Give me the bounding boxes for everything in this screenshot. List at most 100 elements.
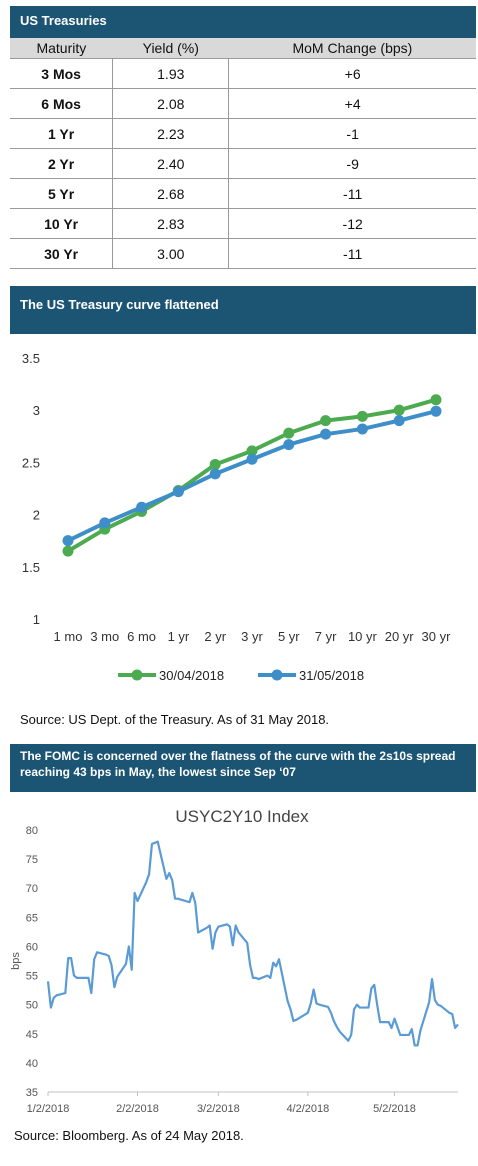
cell-change: -11	[228, 238, 476, 269]
data-point	[393, 415, 405, 427]
cell-maturity: 6 Mos	[10, 88, 113, 119]
cell-change: -11	[228, 178, 476, 209]
curve-header: The US Treasury curve flattened	[10, 286, 476, 334]
y-tick-label: 2	[33, 508, 40, 523]
data-point	[172, 486, 184, 498]
data-point	[209, 468, 221, 480]
data-point	[62, 545, 74, 557]
cell-yield: 2.40	[112, 148, 230, 179]
cell-maturity: 5 Yr	[10, 178, 113, 209]
cell-yield: 2.83	[112, 208, 230, 239]
data-point	[246, 445, 258, 457]
curve-chart: 1 1.5 2 2.5 3 3.5 1 mo 3 mo 6 mo 1 yr 2 yr 3 yr 5 yr…	[22, 351, 452, 683]
legend-label: 31/05/2018	[299, 668, 364, 683]
table-row: 30 Yr 3.00 -11	[10, 238, 476, 269]
y-tick-label: 1	[33, 612, 40, 627]
data-point	[393, 404, 405, 416]
table-row: 5 Yr 2.68 -11	[10, 178, 476, 209]
cell-change: +4	[228, 88, 476, 119]
table-row: 1 Yr 2.23 -1	[10, 118, 476, 149]
col-header-change: MoM Change (bps)	[228, 38, 476, 59]
cell-maturity: 30 Yr	[10, 238, 113, 269]
data-point	[430, 405, 442, 417]
x-tick-label: 3 mo	[90, 629, 119, 644]
data-point	[283, 439, 295, 451]
cell-change: +6	[228, 58, 476, 89]
x-tick-label: 7 yr	[315, 629, 337, 644]
cell-yield: 3.00	[112, 238, 230, 269]
y-tick-label: 50	[26, 1000, 38, 1012]
data-point	[283, 427, 295, 439]
curve-title: The US Treasury curve flattened	[20, 297, 219, 312]
data-point	[430, 394, 442, 406]
data-point	[320, 428, 332, 440]
y-axis-label: bps	[10, 952, 22, 970]
data-point	[246, 453, 258, 465]
chart-title: USYC2Y10 Index	[175, 807, 309, 826]
cell-change: -1	[228, 118, 476, 149]
table-row: 10 Yr 2.83 -12	[10, 208, 476, 239]
x-tick-label: 1 mo	[54, 629, 83, 644]
treasuries-header: US Treasuries	[10, 6, 476, 38]
data-point	[356, 423, 368, 435]
y-tick-label: 75	[26, 854, 38, 866]
series-line	[66, 397, 437, 553]
x-tick-label: 5/2/2018	[373, 1103, 416, 1115]
col-header-maturity: Maturity	[10, 38, 113, 59]
x-tick-label: 2/2/2018	[116, 1103, 159, 1115]
cell-yield: 2.23	[112, 118, 230, 149]
data-point	[136, 501, 148, 513]
curve-source: Source: US Dept. of the Treasury. As of …	[20, 712, 330, 727]
x-tick-label: 3/2/2018	[197, 1103, 240, 1115]
legend-marker	[271, 669, 283, 681]
y-tick-label: 35	[26, 1087, 38, 1099]
y-tick-label: 80	[26, 825, 38, 837]
spread-source: Source: Bloomberg. As of 24 May 2018.	[14, 1128, 244, 1143]
y-tick-label: 60	[26, 941, 38, 953]
legend-marker	[131, 669, 143, 681]
data-point	[99, 517, 111, 529]
x-tick-label: 1/2/2018	[27, 1103, 70, 1115]
x-tick-label: 20 yr	[385, 629, 415, 644]
cell-change: -9	[228, 148, 476, 179]
x-tick-label: 3 yr	[241, 629, 263, 644]
cell-maturity: 1 Yr	[10, 118, 113, 149]
col-header-yield: Yield (%)	[112, 38, 229, 59]
data-point	[62, 535, 74, 547]
treasuries-table: Maturity Yield (%) MoM Change (bps) 3 Mo…	[10, 38, 476, 269]
x-tick-label: 2 yr	[204, 629, 226, 644]
data-point	[209, 458, 221, 470]
y-tick-label: 3.5	[22, 351, 40, 366]
y-tick-label: 40	[26, 1058, 38, 1070]
y-tick-label: 70	[26, 883, 38, 895]
x-tick-label: 10 yr	[348, 629, 378, 644]
cell-yield: 2.08	[112, 88, 230, 119]
table-row: 2 Yr 2.40 -9	[10, 148, 476, 179]
treasuries-title: US Treasuries	[20, 13, 107, 28]
cell-change: -12	[228, 208, 476, 239]
cell-maturity: 3 Mos	[10, 58, 113, 89]
cell-yield: 1.93	[112, 58, 230, 89]
x-tick-label: 6 mo	[127, 629, 156, 644]
legend-label: 30/04/2018	[159, 668, 224, 683]
table-row: 6 Mos 2.08 +4	[10, 88, 476, 119]
y-tick-label: 2.5	[22, 455, 40, 470]
cell-yield: 2.68	[112, 178, 230, 209]
x-tick-label: 5 yr	[278, 629, 300, 644]
table-header-row: Maturity Yield (%) MoM Change (bps)	[10, 38, 476, 59]
table-row: 3 Mos 1.93 +6	[10, 58, 476, 89]
x-tick-label: 1 yr	[168, 629, 190, 644]
y-tick-label: 1.5	[22, 560, 40, 575]
spread-title: The FOMC is concerned over the flatness …	[20, 749, 456, 779]
cell-maturity: 10 Yr	[10, 208, 113, 239]
spread-header: The FOMC is concerned over the flatness …	[10, 744, 476, 792]
x-tick-label: 4/2/2018	[286, 1103, 329, 1115]
cell-maturity: 2 Yr	[10, 148, 113, 179]
y-tick-label: 3	[33, 403, 40, 418]
index-line	[46, 840, 459, 1047]
y-tick-label: 45	[26, 1029, 38, 1041]
y-tick-label: 65	[26, 912, 38, 924]
y-tick-label: 55	[26, 971, 38, 983]
spread-chart: USYC2Y10 Index bps 35 40 45 50 55 60 65 70 75 80 1/2…	[10, 807, 459, 1115]
x-tick-label: 30 yr	[422, 629, 452, 644]
